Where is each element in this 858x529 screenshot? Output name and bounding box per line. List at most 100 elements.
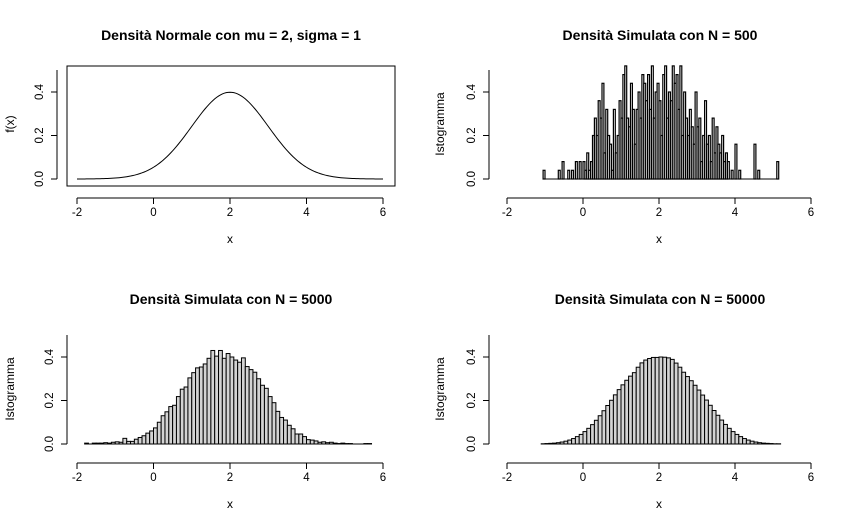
histogram-bar <box>609 399 614 445</box>
histogram-bar <box>734 433 740 445</box>
histogram-bar <box>730 431 736 445</box>
histogram-bar <box>561 161 565 180</box>
histogram-bar <box>175 396 181 445</box>
y-axis-label: Istogramma <box>433 92 447 156</box>
y-tick-label: 0.2 <box>466 128 478 144</box>
y-tick-label: 0.4 <box>34 83 46 100</box>
histogram-bar <box>624 379 630 445</box>
histogram-bar <box>275 410 281 445</box>
x-tick-label: -2 <box>72 472 82 484</box>
histogram-bar <box>643 359 649 445</box>
histogram-bar <box>658 356 664 445</box>
histogram-bar <box>726 427 732 445</box>
histogram-bar <box>567 439 573 445</box>
x-tick-label: 4 <box>732 472 739 484</box>
y-tick-label: 0.4 <box>466 83 478 100</box>
histogram-bar <box>688 380 694 445</box>
histogram-bar <box>677 366 683 445</box>
x-tick-label: 4 <box>303 207 310 219</box>
chart-title: Densità Simulata con N = 50000 <box>555 291 766 307</box>
histogram-bar <box>233 359 239 445</box>
histogram-bar <box>221 357 227 445</box>
histogram-bar <box>179 388 185 445</box>
x-axis-label: x <box>227 232 233 246</box>
histogram-bar <box>730 169 734 180</box>
histogram-bar <box>757 169 761 180</box>
histogram-bar <box>601 410 607 445</box>
histogram-bar <box>662 356 668 445</box>
histogram-bar <box>704 399 709 445</box>
histogram-bar <box>673 362 679 445</box>
x-tick-label: 6 <box>808 472 814 484</box>
y-axis-label: Istogramma <box>433 357 447 421</box>
y-tick-label: 0.4 <box>466 348 478 365</box>
histogram-bar <box>570 169 575 180</box>
chart-title: Densità Simulata con N = 500 <box>563 27 758 43</box>
y-tick-label: 0.0 <box>466 171 478 187</box>
histogram-bar <box>290 428 296 445</box>
x-tick-label: -2 <box>72 207 82 219</box>
histogram-bar <box>620 384 626 445</box>
histogram-bar <box>164 411 170 445</box>
x-tick-label: 2 <box>227 207 233 219</box>
histogram-bar <box>726 161 730 180</box>
panel-2: Densità Simulata con N = 500 -2 0 2 4 6 0.0 0.2… <box>433 27 814 246</box>
histogram-bar <box>248 369 254 445</box>
histogram-bar <box>650 356 656 445</box>
panel-1: Densità Normale con mu = 2, sigma = 1 -2 0… <box>3 27 396 246</box>
histogram-bar <box>669 358 675 445</box>
x-axis-label: x <box>656 232 662 246</box>
histogram-bar <box>149 430 154 445</box>
histogram-bar <box>160 415 166 445</box>
histogram-bar <box>240 357 246 445</box>
histogram-bar <box>137 436 143 445</box>
histogram-bar <box>647 358 652 445</box>
histogram-bar <box>187 377 193 445</box>
histogram-bar <box>574 436 580 445</box>
histogram-bar <box>271 402 277 445</box>
histogram-bar <box>294 433 300 445</box>
x-tick-label: 0 <box>580 472 586 484</box>
histogram-bar <box>122 437 128 445</box>
histogram-bar <box>734 143 738 180</box>
histogram-bar <box>711 410 717 445</box>
histogram-bar <box>206 357 212 445</box>
chart-title: Densità Simulata con N = 5000 <box>130 291 333 307</box>
histogram-bar <box>723 423 728 445</box>
histogram-bar <box>183 386 189 445</box>
histogram-bar <box>635 366 641 445</box>
histogram-bar <box>260 384 265 445</box>
histogram-bar <box>738 169 742 180</box>
histogram-bar <box>628 375 633 445</box>
y-tick-label: 0.0 <box>44 436 56 452</box>
histogram-bar <box>225 353 231 445</box>
histogram-bar <box>202 363 208 445</box>
histogram-bar <box>696 389 702 445</box>
histogram-bar <box>244 366 250 445</box>
panel-4: Densità Simulata con N = 50000 -2 0 2 4 6 0.0 0… <box>433 291 814 511</box>
histogram-bar <box>681 371 687 445</box>
histogram-bar <box>286 424 292 445</box>
x-tick-label: 4 <box>732 207 739 219</box>
histogram-bar <box>571 438 576 445</box>
panel-3: Densità Simulata con N = 5000 -2 0 2 4 6 0.0 0.… <box>3 291 386 511</box>
histogram-bar <box>156 421 162 445</box>
x-axis-label: x <box>227 497 233 511</box>
histogram-bar <box>654 356 660 445</box>
y-tick-label: 0.4 <box>44 348 56 365</box>
histogram-bar <box>218 349 223 445</box>
x-tick-label: 2 <box>656 207 662 219</box>
histogram-bar <box>198 366 204 445</box>
histogram-bar <box>612 394 618 445</box>
histogram-bar <box>302 436 307 445</box>
y-axis-label: Istogramma <box>3 357 17 421</box>
histogram-bar <box>279 416 285 445</box>
x-tick-label: -2 <box>502 472 512 484</box>
y-tick-label: 0.2 <box>34 128 46 144</box>
histogram-bar <box>229 356 235 445</box>
x-tick-label: 0 <box>150 472 156 484</box>
histogram-bar <box>639 362 645 445</box>
histogram-bar <box>195 367 200 445</box>
x-axis-label: x <box>656 497 662 511</box>
histogram-bar <box>719 419 725 445</box>
